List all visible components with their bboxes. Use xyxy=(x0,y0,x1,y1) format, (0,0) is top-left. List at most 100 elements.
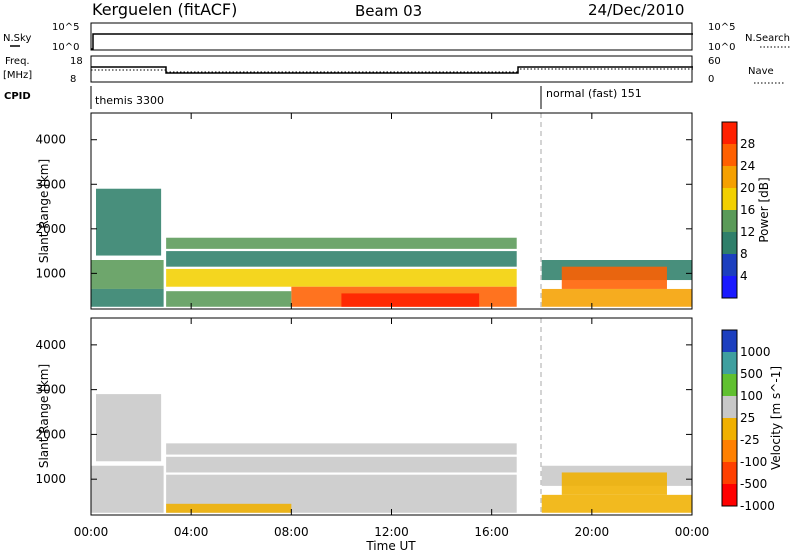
echo-band xyxy=(166,503,292,513)
echo-band xyxy=(96,394,162,462)
echo-band xyxy=(166,237,517,249)
power-colorbar-frame xyxy=(721,121,738,299)
power-colorbar-tick: 8 xyxy=(740,247,748,261)
sky-tick-bottom: 10^0 xyxy=(52,42,79,53)
velocity-echo-bands xyxy=(91,394,692,513)
power-echo-bands xyxy=(91,188,692,307)
power-y-tick-label: 4000 xyxy=(35,133,66,147)
beam-title: Beam 03 xyxy=(355,2,422,20)
power-colorbar: 28 24 20 16 12 8 4 Power [dB] xyxy=(721,121,771,299)
power-colorbar-tick: 4 xyxy=(740,269,748,283)
velocity-colorbar-cells xyxy=(722,330,737,507)
cpid-label: CPID xyxy=(4,91,31,102)
power-colorbar-tick: 20 xyxy=(740,181,755,195)
frequency-series xyxy=(91,66,693,74)
velocity-colorbar-frame xyxy=(721,329,738,507)
x-axis-label: Time UT xyxy=(365,539,416,553)
velocity-colorbar: 1000 500 100 25 -25 -100 -500 -1000 Velo… xyxy=(721,329,783,513)
power-y-tick-label: 1000 xyxy=(35,266,66,280)
velocity-colorbar-tick: 100 xyxy=(740,389,763,403)
power-colorbar-tick: 12 xyxy=(740,225,755,239)
nave-tick-bottom: 0 xyxy=(708,74,714,85)
nave-label: Nave xyxy=(748,66,774,77)
power-colorbar-tick: 24 xyxy=(740,159,755,173)
colorbar-cell xyxy=(722,462,737,485)
power-colorbar-tick: 16 xyxy=(740,203,755,217)
colorbar-cell xyxy=(722,418,737,441)
echo-band xyxy=(91,288,164,307)
echo-band xyxy=(91,260,164,289)
colorbar-cell xyxy=(722,188,737,211)
colorbar-cell xyxy=(722,166,737,189)
velocity-y-tick-label: 2000 xyxy=(35,427,66,441)
search-label: N.Search xyxy=(745,33,790,44)
echo-band xyxy=(166,456,517,473)
power-y-axis-label: Slant Range [km] xyxy=(37,159,51,263)
colorbar-cell xyxy=(722,122,737,145)
velocity-colorbar-label: Velocity [m s^-1] xyxy=(769,366,783,470)
station-title: Kerguelen (fitACF) xyxy=(92,0,237,19)
freq-tick-bottom: 8 xyxy=(70,74,76,85)
cpid-mode-2: normal (fast) 151 xyxy=(546,87,642,100)
echo-band xyxy=(341,293,480,307)
colorbar-cell xyxy=(722,232,737,255)
power-y-tick-label: 3000 xyxy=(35,177,66,191)
colorbar-cell xyxy=(722,396,737,419)
echo-band xyxy=(91,465,164,513)
velocity-colorbar-tick: 1000 xyxy=(740,345,771,359)
power-colorbar-label: Power [dB] xyxy=(757,177,771,242)
echo-band xyxy=(541,288,692,307)
frequency-panel: Freq. [MHz] 18 8 60 0 Nave xyxy=(3,55,784,85)
power-y-tick-label: 2000 xyxy=(35,222,66,236)
velocity-colorbar-tick: -1000 xyxy=(740,499,775,513)
velocity-colorbar-tick: -100 xyxy=(740,455,767,469)
date-title: 24/Dec/2010 xyxy=(588,1,684,19)
velocity-colorbar-tick: -25 xyxy=(740,433,760,447)
power-colorbar-tick: 28 xyxy=(740,137,755,151)
freq-label-1: Freq. xyxy=(5,56,30,67)
sky-noise-series xyxy=(91,33,693,50)
velocity-panel: 1000 2000 3000 4000 Slant Range [km] xyxy=(35,317,693,516)
velocity-y-ticks: 1000 2000 3000 4000 xyxy=(35,338,66,486)
echo-band xyxy=(166,251,517,267)
velocity-colorbar-tick: 25 xyxy=(740,411,755,425)
x-tick-label: 00:00 xyxy=(675,525,710,539)
colorbar-cell xyxy=(722,440,737,463)
colorbar-cell xyxy=(722,484,737,507)
sky-tick-top: 10^5 xyxy=(52,22,79,33)
x-tick-label: 20:00 xyxy=(575,525,610,539)
velocity-y-tick-label: 1000 xyxy=(35,472,66,486)
velocity-y-axis-label: Slant Range [km] xyxy=(37,364,51,468)
x-tick-label: 12:00 xyxy=(374,525,409,539)
cpid-mode-1: themis 3300 xyxy=(95,94,164,107)
colorbar-cell xyxy=(722,374,737,397)
power-panel: 1000 2000 3000 4000 Slant Range [km] xyxy=(35,112,693,310)
time-axis: 00:00 04:00 08:00 12:00 16:00 20:00 00:0… xyxy=(74,113,710,553)
colorbar-cell xyxy=(722,276,737,299)
search-tick-top: 10^5 xyxy=(708,22,735,33)
echo-band xyxy=(561,266,667,289)
velocity-y-tick-label: 4000 xyxy=(35,338,66,352)
sky-label: N.Sky xyxy=(3,33,31,44)
freq-tick-top: 18 xyxy=(70,56,83,67)
colorbar-cell xyxy=(722,352,737,375)
power-colorbar-cells xyxy=(722,122,737,299)
echo-band xyxy=(561,472,667,495)
sky-panel-frame xyxy=(90,22,693,51)
colorbar-cell xyxy=(722,254,737,277)
power-y-ticks: 1000 2000 3000 4000 xyxy=(35,133,66,281)
echo-band xyxy=(166,291,292,307)
echo-band xyxy=(96,188,162,256)
sky-noise-panel: N.Sky 10^5 10^0 10^5 10^0 N.Search xyxy=(3,22,790,53)
nave-series xyxy=(91,68,693,73)
colorbar-cell xyxy=(722,330,737,353)
velocity-colorbar-tick: 500 xyxy=(740,367,763,381)
nave-tick-top: 60 xyxy=(708,56,721,67)
velocity-colorbar-tick: -500 xyxy=(740,477,767,491)
x-tick-label: 00:00 xyxy=(74,525,109,539)
search-tick-bottom: 10^0 xyxy=(708,42,735,53)
x-tick-label: 08:00 xyxy=(274,525,309,539)
freq-label-2: [MHz] xyxy=(3,70,32,81)
echo-band xyxy=(166,443,517,455)
